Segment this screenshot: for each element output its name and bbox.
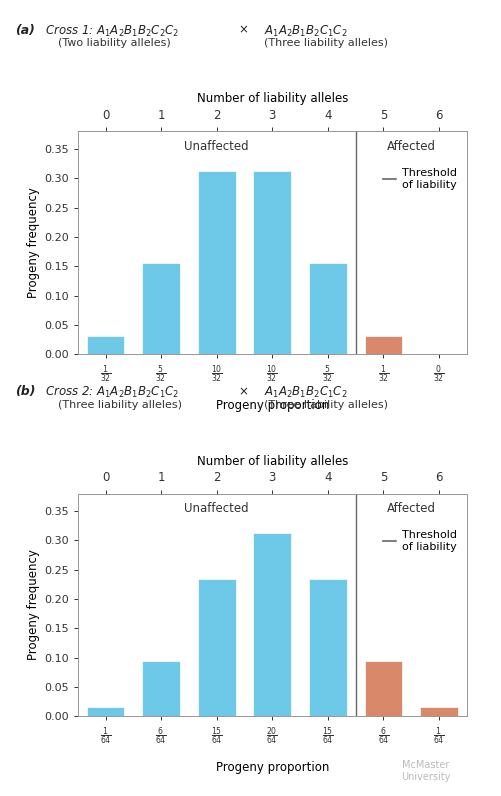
Text: Affected: Affected	[386, 502, 435, 516]
Y-axis label: Progeny frequency: Progeny frequency	[27, 187, 40, 298]
Text: Cross 1: $A_1A_2B_1B_2C_2C_2$: Cross 1: $A_1A_2B_1B_2C_2C_2$	[45, 24, 179, 39]
Bar	[87, 707, 124, 716]
Text: Affected: Affected	[386, 140, 435, 154]
Bar	[142, 661, 180, 716]
Text: $A_1A_2B_1B_2C_1C_2$: $A_1A_2B_1B_2C_1C_2$	[263, 24, 347, 39]
Text: (Three liability alleles): (Three liability alleles)	[263, 38, 387, 49]
Text: Unaffected: Unaffected	[184, 502, 248, 516]
Bar	[197, 579, 235, 716]
Text: McMaster
University: McMaster University	[401, 760, 450, 782]
Text: Cross 2: $A_1A_2B_1B_2C_1C_2$: Cross 2: $A_1A_2B_1B_2C_1C_2$	[45, 385, 179, 400]
Bar	[364, 336, 402, 354]
Bar	[309, 263, 346, 354]
Y-axis label: Progeny frequency: Progeny frequency	[27, 549, 40, 661]
Text: (Two liability alleles): (Two liability alleles)	[58, 38, 170, 49]
Text: ×: ×	[238, 24, 248, 37]
Text: $A_1A_2B_1B_2C_1C_2$: $A_1A_2B_1B_2C_1C_2$	[263, 385, 347, 400]
Text: (a): (a)	[15, 24, 35, 37]
X-axis label: Number of liability alleles: Number of liability alleles	[196, 92, 347, 105]
Bar	[87, 336, 124, 354]
Text: (Three liability alleles): (Three liability alleles)	[263, 400, 387, 410]
Bar	[197, 171, 235, 354]
Bar	[142, 263, 180, 354]
Legend: Threshold
of liability: Threshold of liability	[378, 164, 460, 194]
X-axis label: Number of liability alleles: Number of liability alleles	[196, 455, 347, 467]
Text: (b): (b)	[15, 385, 36, 398]
Bar	[364, 661, 402, 716]
Bar	[309, 579, 346, 716]
Text: ×: ×	[238, 385, 248, 398]
Bar	[419, 707, 457, 716]
X-axis label: Progeny proportion: Progeny proportion	[215, 399, 328, 412]
X-axis label: Progeny proportion: Progeny proportion	[215, 761, 328, 774]
Text: (Three liability alleles): (Three liability alleles)	[58, 400, 181, 410]
Text: Unaffected: Unaffected	[184, 140, 248, 154]
Legend: Threshold
of liability: Threshold of liability	[378, 526, 460, 556]
Bar	[253, 533, 291, 716]
Bar	[253, 171, 291, 354]
